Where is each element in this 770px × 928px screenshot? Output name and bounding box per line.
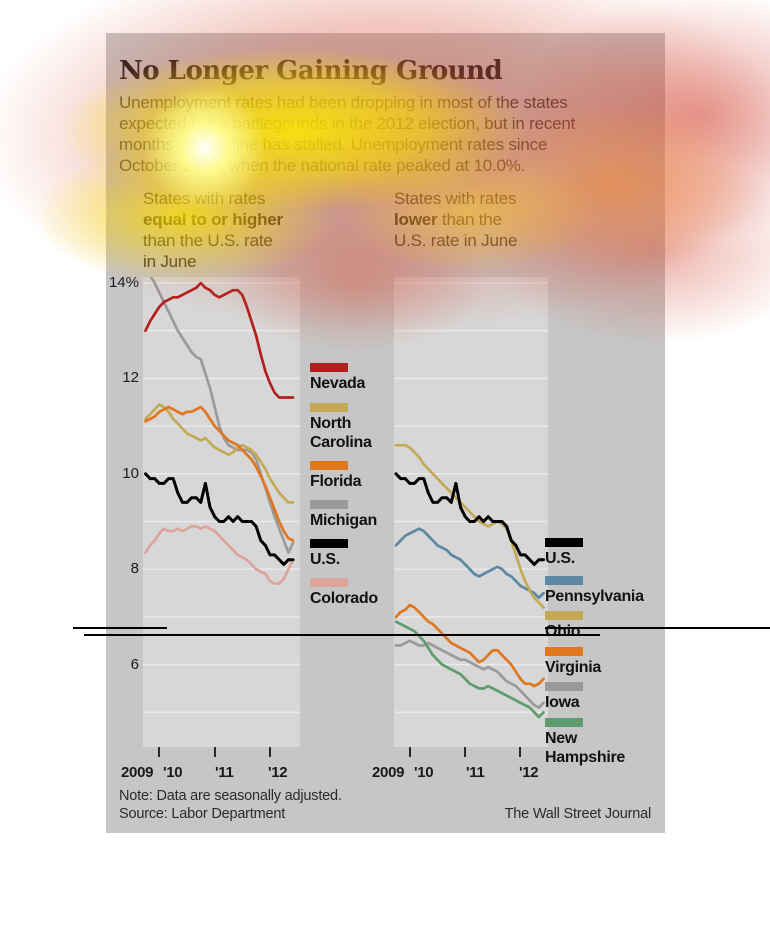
legend-label: Ohio [545,622,581,641]
legend-label-line: Hampshire [545,749,625,766]
right-line-chart [394,277,548,747]
legend-swatch-u-s- [545,538,583,547]
chart-subtitle-line: expected to be battlegounds in the 2012 … [119,114,576,133]
legend-label-line: Florida [310,473,362,490]
y-axis-tick-label: 12 [122,369,139,387]
x-axis-tick-label: 2009 [372,764,405,781]
panel-header-line: U.S. rate in June [394,230,517,251]
legend-label-line: Iowa [545,694,580,711]
legend-swatch-virginia [545,647,583,656]
legend-swatch-u-s- [310,539,348,548]
panel-header-text: States with rates [143,189,266,208]
legend-swatch-michigan [310,500,348,509]
legend-label-line: Colorado [310,590,378,607]
x-axis-tick-label: '10 [163,764,183,781]
chart-title: No Longer Gaining Ground [119,56,503,86]
legend-swatch-new-hampshire [545,718,583,727]
legend-label-line: U.S. [310,551,340,568]
panel-header-text: equal to or higher [143,210,283,229]
panel-header-line: than the U.S. rate [143,230,283,251]
y-axis-tick-label: 10 [122,464,139,482]
panel-header-text: than the U.S. rate [143,231,273,250]
legend-label: Virginia [545,658,601,677]
right-panel-header: States with rates lower than the U.S. rate… [394,188,517,251]
legend-label: Nevada [310,374,365,393]
y-axis-tick-label: 14% [108,274,139,291]
legend-swatch-nevada [310,363,348,372]
stray-line-artifact [73,627,167,629]
panel-header-line: States with rates [143,188,283,209]
x-axis-tick [519,747,522,757]
legend-label-line: Carolina [310,434,372,451]
legend-label: U.S. [545,549,575,568]
credit-text: The Wall Street Journal [504,806,652,822]
panel-header-line: States with rates [394,188,517,209]
chart-subtitle: Unemployment rates had been dropping in … [119,92,575,176]
source-text: Source: Labor Department [119,806,286,822]
left-line-chart [143,277,300,747]
legend-label: Colorado [310,589,378,608]
chart-subtitle-line: October 2009, when the national rate pea… [119,156,526,175]
y-axis-tick-label: 8 [130,560,139,578]
legend-label-line: Virginia [545,659,601,676]
y-axis-tick-label: 6 [130,655,139,673]
x-axis-tick-label: '12 [519,764,539,781]
legend-swatch-iowa [545,682,583,691]
stray-line-artifact [84,634,600,636]
legend-label: Florida [310,472,362,491]
x-axis-tick [464,747,467,757]
legend-label-line: Michigan [310,512,377,529]
legend-label-line: North [310,415,352,432]
legend-swatch-florida [310,461,348,470]
note-text: Note: Data are seasonally adjusted. [119,788,342,804]
x-axis-tick-label: '11 [215,764,234,781]
x-axis-tick-label: 2009 [121,764,154,781]
panel-header-text: than the [437,210,502,229]
x-axis-tick [158,747,161,757]
legend-label: U.S. [310,550,340,569]
legend-label: New Hampshire [545,729,625,767]
legend-swatch-colorado [310,578,348,587]
chart-subtitle-line: months the decline has stalled. Unemploy… [119,135,548,154]
stray-line-artifact [545,627,770,629]
x-axis-tick-label: '12 [268,764,288,781]
legend-label-line: U.S. [545,550,575,567]
legend-swatch-pennsylvania [545,576,583,585]
panel-header-line: equal to or higher [143,209,283,230]
panel-header-text: lower [394,210,438,229]
panel-header-text: in June [143,252,197,271]
legend-label: North Carolina [310,414,372,452]
x-axis-tick [408,747,411,757]
panel-header-text: U.S. rate in June [394,231,518,250]
panel-header-line: lower than the [394,209,517,230]
legend-label: Pennsylvania [545,587,644,606]
legend-label: Michigan [310,511,377,530]
x-axis-tick [268,747,271,757]
x-axis-tick [213,747,216,757]
chart-subtitle-line: Unemployment rates had been dropping in … [119,93,568,112]
x-axis-tick-label: '10 [414,764,434,781]
x-axis-tick-label: '11 [466,764,485,781]
legend-label-line: Ohio [545,623,581,640]
legend-swatch-ohio [545,611,583,620]
legend-label: Iowa [545,693,580,712]
left-panel-header: States with rates equal to or higher than … [143,188,283,272]
legend-label-line: Nevada [310,375,366,392]
legend-swatch-north-carolina [310,403,348,412]
legend-label-line: Pennsylvania [545,588,644,605]
panel-header-line: in June [143,251,283,272]
legend-label-line: New [545,730,577,747]
panel-header-text: States with rates [394,189,517,208]
